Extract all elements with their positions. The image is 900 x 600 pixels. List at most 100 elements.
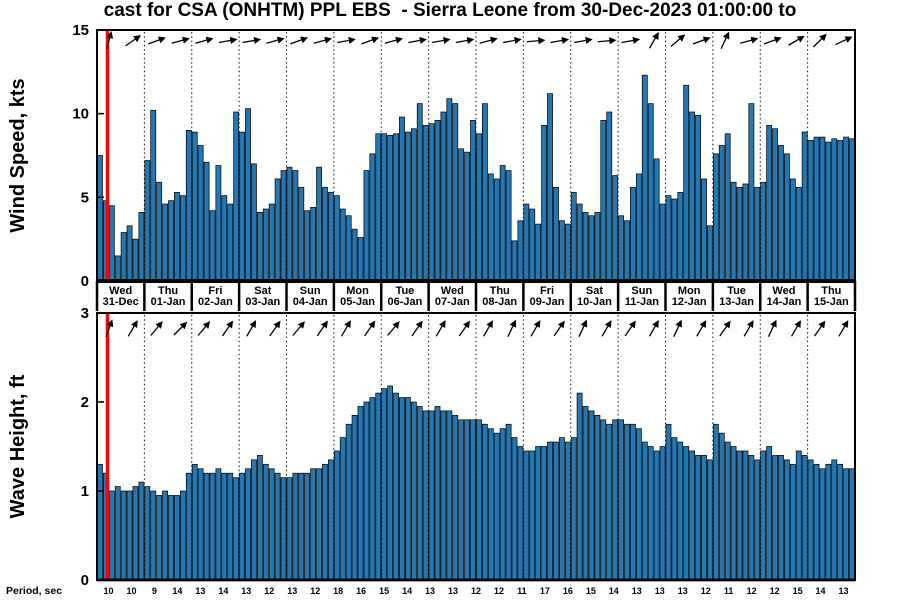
- wave-bar: [588, 410, 595, 581]
- period-value: 13: [678, 586, 688, 596]
- wave-bar: [405, 397, 411, 581]
- wave-bar: [251, 459, 257, 581]
- wind-bar: [837, 140, 844, 282]
- wave-bar: [635, 428, 642, 581]
- wave-bar: [795, 450, 802, 581]
- wind-bar: [730, 181, 737, 282]
- wave-bar: [185, 472, 192, 581]
- wave-bar: [97, 463, 103, 581]
- wind-bar: [464, 151, 471, 282]
- wave-bar: [523, 450, 530, 581]
- wave-bar: [369, 397, 376, 581]
- wind-direction-arrow: [148, 36, 166, 45]
- wind-direction-arrow: [455, 36, 475, 44]
- wind-bar: [665, 195, 672, 282]
- wind-bar: [381, 133, 388, 282]
- wind-bar: [784, 153, 790, 282]
- wind-bar: [742, 183, 749, 282]
- day-date-label: 05-Jan: [340, 296, 375, 308]
- wave-bar: [215, 468, 222, 581]
- wind-direction-arrow: [526, 37, 546, 45]
- period-value: 11: [724, 586, 734, 596]
- wave-bar: [837, 463, 844, 581]
- wind-bar: [440, 111, 447, 282]
- wind-direction-arrow: [337, 36, 356, 44]
- period-value: 15: [586, 586, 596, 596]
- day-weekday-label: Sun: [631, 285, 652, 297]
- period-value: 16: [356, 586, 366, 596]
- wave-bar: [825, 463, 832, 581]
- wind-bar: [428, 123, 435, 282]
- y-tick-label: 1: [81, 483, 89, 500]
- period-value: 10: [103, 586, 113, 596]
- wave-bar: [191, 463, 198, 581]
- wind-direction-arrow: [720, 31, 730, 49]
- wave-direction-arrow: [530, 320, 541, 337]
- wind-bar: [511, 240, 518, 282]
- wave-bar: [274, 472, 281, 581]
- wave-direction-arrow: [105, 319, 114, 338]
- wind-bar: [718, 145, 725, 282]
- wind-bar: [369, 153, 376, 282]
- wind-bar: [132, 238, 139, 282]
- wave-bar: [778, 455, 784, 581]
- wind-bar: [653, 158, 660, 282]
- wave-bar: [558, 437, 565, 581]
- wave-direction-arrow: [601, 320, 612, 337]
- wave-bar: [600, 419, 607, 581]
- wave-bar: [499, 428, 506, 581]
- wave-direction-arrow: [127, 320, 138, 337]
- wind-bar: [280, 170, 287, 282]
- period-label: Period, sec: [6, 585, 62, 597]
- wave-direction-arrow: [648, 320, 659, 337]
- wind-bar: [766, 125, 773, 282]
- wave-bar: [570, 437, 577, 581]
- wave-bar: [416, 406, 423, 581]
- wave-bar: [126, 490, 133, 581]
- wind-direction-arrow: [242, 36, 262, 44]
- period-value: 10: [126, 586, 136, 596]
- day-weekday-label: Mon: [678, 285, 701, 297]
- day-date-label: 09-Jan: [530, 296, 565, 308]
- day-weekday-label: Sat: [254, 285, 271, 297]
- wave-bar: [357, 406, 364, 581]
- y-axis-label: Wave Height, ft: [7, 374, 29, 518]
- wave-bar: [174, 495, 180, 581]
- wave-direction-arrow: [719, 320, 731, 337]
- day-date-label: 10-Jan: [577, 296, 612, 308]
- wind-bar: [191, 131, 198, 282]
- wave-bar: [298, 472, 305, 581]
- wind-direction-arrow: [763, 36, 782, 45]
- wave-bar: [333, 450, 340, 581]
- wave-bar: [256, 455, 263, 581]
- wind-bar: [547, 93, 553, 282]
- period-value: 12: [310, 586, 320, 596]
- wind-bar: [831, 138, 838, 282]
- day-weekday-label: Fri: [208, 285, 222, 297]
- wind-bar: [446, 98, 453, 282]
- wind-direction-arrow: [384, 36, 404, 44]
- wave-bar: [440, 410, 447, 581]
- wave-bar: [162, 490, 168, 581]
- wave-bar: [843, 468, 850, 581]
- wave-direction-arrow: [221, 320, 234, 337]
- wind-bar: [754, 186, 761, 282]
- wind-bar: [357, 237, 364, 282]
- wind-bar: [849, 138, 855, 282]
- wave-direction-arrow: [340, 320, 351, 337]
- wind-bar: [393, 133, 399, 282]
- wind-bar: [493, 178, 500, 282]
- wind-bar: [339, 208, 346, 282]
- wave-bar: [742, 450, 749, 581]
- wave-bar: [689, 450, 696, 581]
- wave-bar: [108, 490, 115, 581]
- wind-bar: [505, 170, 512, 282]
- y-tick-label: 0: [81, 572, 89, 589]
- wind-direction-arrow: [597, 37, 617, 45]
- wind-direction-arrow: [670, 34, 686, 47]
- wave-bar: [410, 401, 417, 581]
- wave-bar: [304, 472, 311, 581]
- wind-bar: [553, 186, 559, 282]
